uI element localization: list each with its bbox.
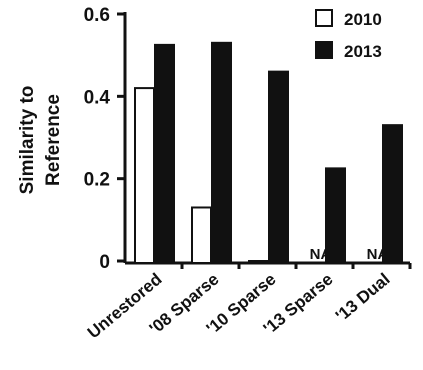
legend-swatch-2013 xyxy=(315,41,333,59)
bar-2010 xyxy=(134,87,155,264)
y-tick-label: 0 xyxy=(99,252,110,273)
y-tick-label: 0.4 xyxy=(84,87,111,108)
bar-2013 xyxy=(154,43,175,264)
legend-label-2013: 2013 xyxy=(344,42,382,61)
bar-2013 xyxy=(382,124,403,265)
y-axis-title: Similarity to Reference xyxy=(17,86,64,195)
bar-2013 xyxy=(211,41,232,264)
bar-2013 xyxy=(268,70,289,264)
x-category-label: '13 Dual xyxy=(332,270,394,326)
y-axis-title-line-1: Similarity to xyxy=(17,86,38,195)
legend-label-2010: 2010 xyxy=(344,10,382,29)
y-tick-label: 0.2 xyxy=(84,170,110,191)
legend: 2010 2013 xyxy=(315,9,382,61)
legend-swatch-2010 xyxy=(315,9,333,27)
bar-2010 xyxy=(191,206,212,265)
bar-2013 xyxy=(325,167,346,264)
y-tick-label: 0.6 xyxy=(84,5,110,26)
bar-2010 xyxy=(248,260,269,264)
y-axis-title-line-2: Reference xyxy=(43,94,64,186)
